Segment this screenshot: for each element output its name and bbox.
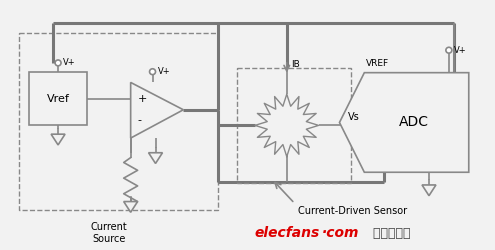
- Text: ADC: ADC: [399, 116, 429, 130]
- Bar: [19, 33, 218, 210]
- Bar: [237, 68, 351, 183]
- Text: V+: V+: [63, 58, 76, 68]
- Text: 电子发烧友: 电子发烧友: [369, 227, 411, 240]
- Text: Vref: Vref: [47, 94, 69, 104]
- Text: -: -: [138, 116, 142, 126]
- Text: IB: IB: [291, 60, 299, 69]
- Text: Vs: Vs: [347, 112, 359, 122]
- Text: V+: V+: [454, 46, 466, 55]
- Circle shape: [446, 47, 452, 53]
- Polygon shape: [340, 73, 469, 172]
- Text: Current-Driven Sensor: Current-Driven Sensor: [297, 206, 407, 216]
- Text: elecfans: elecfans: [254, 226, 320, 240]
- Polygon shape: [51, 134, 65, 145]
- Polygon shape: [124, 202, 138, 212]
- Text: Current
Source: Current Source: [91, 222, 127, 244]
- Text: ·com: ·com: [322, 226, 359, 240]
- Polygon shape: [422, 185, 436, 196]
- Polygon shape: [148, 153, 162, 164]
- Circle shape: [55, 60, 61, 66]
- Text: +: +: [138, 94, 147, 104]
- Polygon shape: [131, 82, 183, 138]
- Bar: [29, 72, 87, 126]
- Text: V+: V+: [157, 67, 170, 76]
- Text: VREF: VREF: [366, 59, 390, 68]
- Circle shape: [149, 69, 155, 74]
